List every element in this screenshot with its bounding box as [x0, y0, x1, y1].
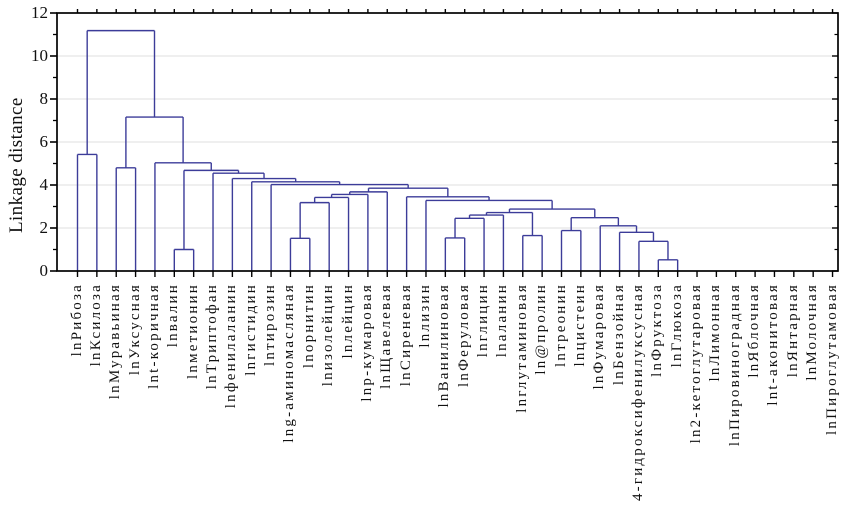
- y-tick-label: 6: [39, 132, 49, 151]
- x-leaf-label: lnБензойная: [610, 283, 627, 386]
- x-leaf-label: lnМолочная: [804, 283, 821, 381]
- x-leaf-label: lnВанилиновая: [436, 283, 453, 408]
- x-leaf-label: lnp-кумаровая: [358, 283, 375, 402]
- x-leaf-label: lnt-аконитовая: [765, 283, 782, 406]
- x-leaf-label: ln@пролин: [533, 283, 550, 375]
- x-leaf-label: lng-аминомасляная: [281, 283, 298, 443]
- y-tick-label: 8: [39, 89, 49, 108]
- x-leaf-label: lnтреонин: [552, 283, 569, 367]
- x-leaf-label: lnФруктоза: [649, 283, 666, 377]
- x-leaf-label: lnЛимонная: [707, 283, 724, 382]
- x-leaf-label: lnУксусная: [126, 283, 143, 376]
- x-leaf-label: lnвалин: [165, 283, 182, 348]
- y-tick-label: 10: [31, 46, 48, 65]
- x-leaf-label: lnРибоза: [68, 283, 85, 357]
- x-leaf-label: lnглицин: [475, 283, 492, 358]
- x-leaf-label: lnтирозин: [262, 283, 279, 367]
- x-leaf-label: lnметионин: [184, 283, 201, 379]
- x-leaf-label: lnглутаминовая: [513, 283, 530, 413]
- x-leaf-label: lnорнитин: [300, 283, 317, 369]
- x-leaf-label: ln2-кетоглутаровая: [688, 283, 705, 444]
- y-tick-label: 12: [31, 3, 48, 22]
- x-leaf-label: lnизолейцин: [320, 283, 337, 387]
- y-tick-label: 4: [39, 175, 49, 194]
- x-leaf-label: lnСиреневая: [397, 283, 414, 387]
- x-leaf-label: 4-гидроксифенилуксусная: [629, 283, 646, 502]
- x-leaf-label: lnМуравьиная: [107, 283, 124, 400]
- x-leaf-label: lnцистеин: [571, 283, 588, 367]
- y-tick-label: 0: [39, 261, 49, 280]
- x-leaf-label: lnПироглутамовая: [823, 283, 840, 435]
- x-leaf-label: lnлизин: [416, 283, 433, 348]
- x-leaf-label: lnЩавелевая: [378, 283, 395, 389]
- x-leaf-label: lnгистидин: [242, 283, 259, 376]
- x-leaf-label: lnаланин: [494, 283, 511, 358]
- x-leaf-label: lnt-коричная: [145, 283, 162, 389]
- x-leaf-label: lnлейцин: [339, 283, 356, 359]
- x-leaf-label: lnКсилоза: [87, 283, 104, 367]
- x-leaf-label: lnФеруловая: [455, 283, 472, 387]
- y-tick-label: 2: [39, 218, 49, 237]
- x-leaf-label: lnФумаровая: [591, 283, 608, 390]
- x-leaf-label: lnТриптофан: [204, 283, 221, 390]
- x-leaf-label: lnГлюкоза: [668, 283, 685, 368]
- x-leaf-label: lnЯблочная: [746, 283, 763, 378]
- x-leaf-label: lnЯнтарная: [784, 283, 801, 378]
- x-leaf-label: lnПировиноградная: [726, 283, 743, 447]
- y-axis-title: Linkage distance: [6, 97, 27, 233]
- x-leaf-label: lnфенилаланин: [223, 283, 240, 409]
